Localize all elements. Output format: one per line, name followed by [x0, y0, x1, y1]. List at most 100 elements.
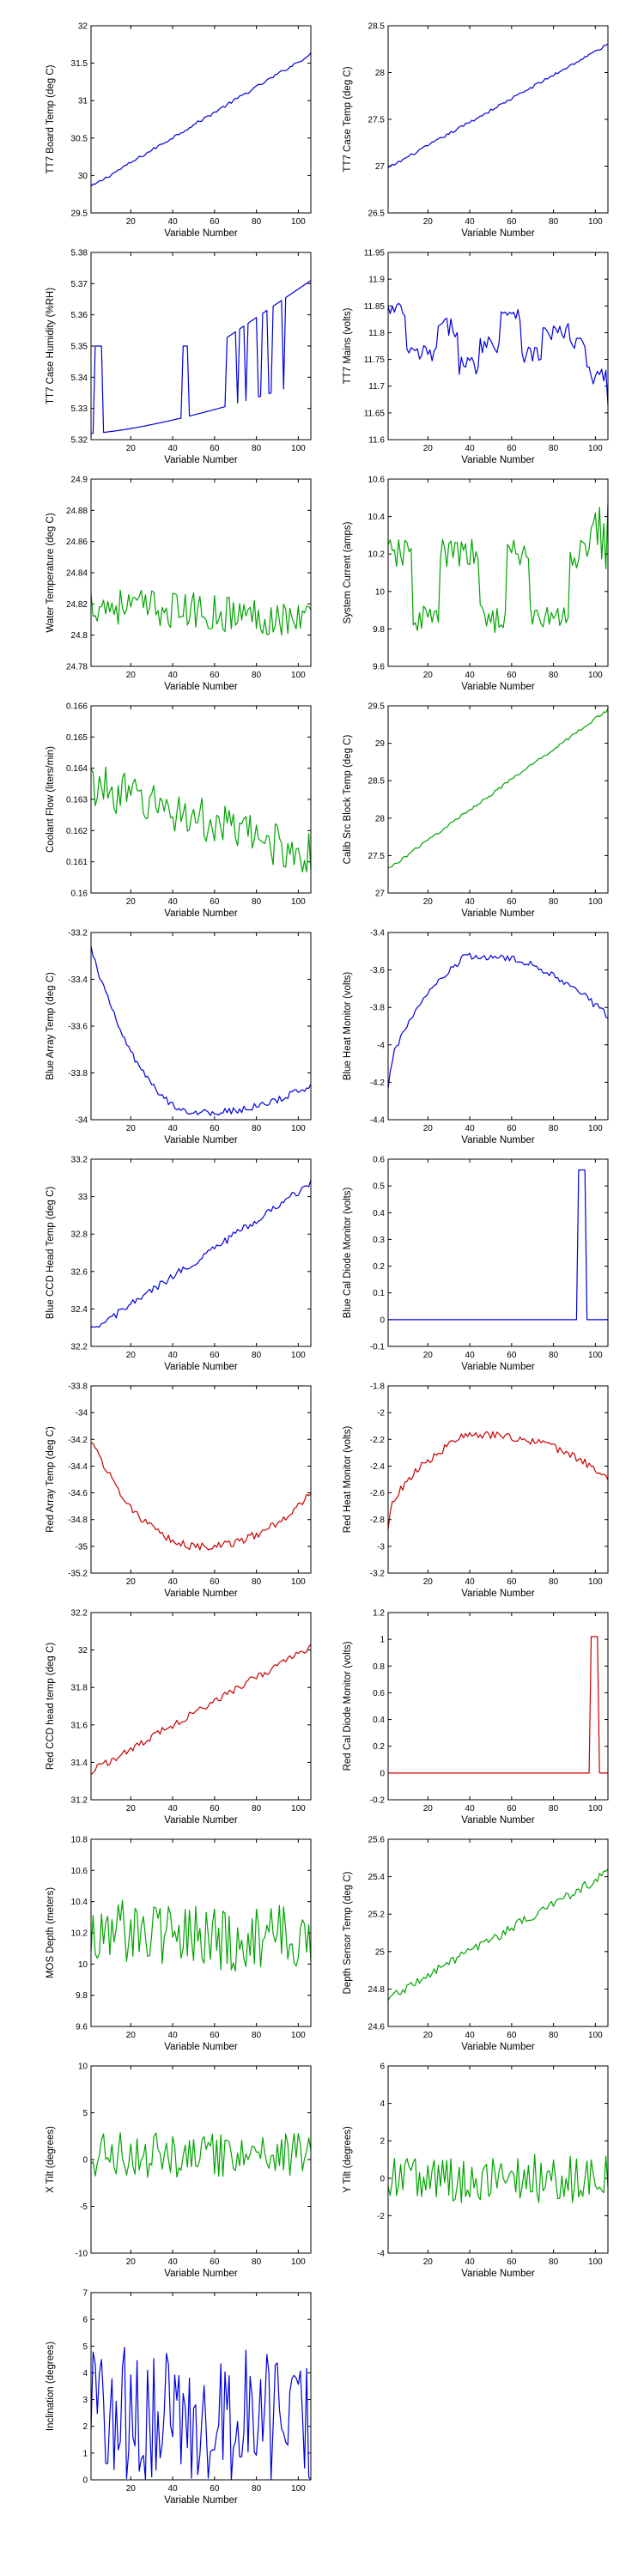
x-tick-label: 20 — [126, 2031, 137, 2040]
y-tilt-chart: -4 -2 0 2 4 6 20 40 60 80 100 Variable Number Y Tilt… — [343, 2063, 609, 2279]
y-tick-label: 11.95 — [364, 249, 386, 258]
x-tick-label: 40 — [168, 1124, 179, 1133]
y-tick-label: 0.163 — [66, 796, 88, 805]
x-tick-label: 100 — [291, 1577, 306, 1587]
tt7-case-humidity-chart: 5.32 5.33 5.34 5.35 5.36 5.37 5.38 20 40 60 80 100 V… — [46, 249, 312, 465]
axes-box — [90, 2065, 312, 2254]
x-axis-label: Variable Number — [164, 682, 238, 692]
y-tick-label: -4 — [377, 2250, 385, 2259]
x-tick-label: 80 — [549, 444, 559, 453]
x-tick-label: 60 — [507, 1804, 517, 1814]
x-tick-label: 100 — [588, 1351, 603, 1360]
x-tick-label: 100 — [588, 2257, 603, 2267]
x-tilt-series-line — [90, 2132, 312, 2178]
y-tick-label: 31.5 — [71, 59, 88, 69]
y-tick-label: 0.6 — [373, 1689, 385, 1698]
blue-ccd-head-temp-chart: 32.2 32.4 32.6 32.8 33 33.2 20 40 60 80 100 Variabl… — [46, 1156, 312, 1372]
axes-box — [387, 1838, 609, 2027]
blue-cal-diode-monitor-chart: -0.1 0 0.1 0.2 0.3 0.4 0.5 0.6 20 40 60 80 100 Variab… — [343, 1156, 609, 1372]
y-axis-label: Y Tilt (degrees) — [343, 2126, 353, 2193]
x-tick-label: 60 — [507, 1124, 517, 1133]
x-tick-label: 40 — [465, 671, 476, 680]
x-axis-label: Variable Number — [461, 1815, 535, 1826]
x-tick-label: 100 — [291, 1124, 306, 1133]
y-tick-label: 25.4 — [368, 1873, 386, 1882]
axes-box — [90, 25, 312, 214]
x-tick-label: 80 — [549, 897, 559, 907]
y-tick-label: 10 — [78, 2063, 88, 2072]
x-tick-label: 60 — [210, 897, 220, 907]
y-tick-label: 0.2 — [373, 1262, 385, 1272]
y-axis-label: Red CCD head temp (deg C) — [46, 1643, 56, 1770]
x-tick-label: 40 — [465, 2031, 476, 2040]
blue-array-temp-series-line — [90, 945, 312, 1116]
x-tick-label: 40 — [168, 444, 179, 453]
x-tick-label: 100 — [291, 217, 306, 227]
blue-cal-diode-monitor-series-line — [388, 1169, 608, 1321]
y-tick-label: 24.8 — [368, 1985, 386, 1995]
y-tick-label: 33 — [78, 1193, 88, 1202]
y-tick-label: -34 — [76, 1116, 88, 1126]
x-tick-label: 60 — [507, 444, 517, 453]
x-tick-label: 100 — [588, 1577, 603, 1587]
y-tick-label: 24.78 — [66, 663, 88, 672]
x-tick-label: 20 — [423, 1351, 434, 1360]
x-tick-label: 60 — [507, 1351, 517, 1360]
y-tick-label: 0.162 — [66, 827, 88, 836]
depth-sensor-temp-series-line — [387, 1868, 609, 2002]
x-tick-label: 40 — [168, 2257, 179, 2267]
red-ccd-head-temp-series-line — [90, 1643, 312, 1775]
x-tick-label: 100 — [588, 217, 603, 227]
y-tick-label: 32.8 — [71, 1230, 88, 1240]
calib-src-block-temp-chart: 27 27.5 28 28.5 29 29.5 20 40 60 80 100 Variable Nu… — [343, 702, 609, 919]
y-tick-label: 32.4 — [71, 1305, 88, 1315]
x-tick-label: 40 — [168, 2031, 179, 2040]
y-tick-label: 30 — [78, 172, 88, 181]
y-tick-label: -2 — [377, 2212, 385, 2221]
y-tick-label: 4 — [380, 2099, 385, 2109]
y-tick-label: 0.166 — [66, 702, 88, 712]
y-tick-label: -33.8 — [68, 1069, 88, 1078]
axes-box — [90, 705, 312, 894]
x-tick-label: 100 — [588, 444, 603, 453]
y-tick-label: 31.6 — [71, 1721, 88, 1730]
y-tick-label: 27 — [375, 890, 386, 899]
y-tick-label: 6 — [380, 2063, 385, 2072]
x-tick-label: 20 — [423, 1124, 434, 1133]
y-tick-label: -4 — [377, 1041, 385, 1050]
x-tick-label: 20 — [126, 897, 137, 907]
y-tick-label: -33.4 — [68, 975, 88, 985]
x-tick-label: 40 — [168, 671, 179, 680]
y-tick-label: 29.5 — [368, 702, 386, 712]
y-tick-label: 10 — [375, 587, 386, 597]
y-tick-label: -33.2 — [68, 929, 88, 939]
y-tick-label: -2.4 — [370, 1462, 386, 1472]
x-tick-label: 40 — [168, 217, 179, 227]
y-tick-label: -34.4 — [68, 1462, 88, 1472]
x-tick-label: 60 — [210, 1804, 220, 1814]
x-tick-label: 40 — [465, 217, 476, 227]
x-tick-label: 80 — [549, 1351, 559, 1360]
y-axis-label: X Tilt (degrees) — [46, 2126, 56, 2193]
y-tick-label: -0.1 — [370, 1343, 386, 1352]
x-axis-label: Variable Number — [164, 2269, 238, 2279]
y-tick-label: 0.3 — [373, 1236, 385, 1245]
x-axis-label: Variable Number — [164, 2042, 238, 2052]
x-axis-label: Variable Number — [164, 1362, 238, 1372]
y-tick-label: 32.2 — [71, 1343, 88, 1352]
red-array-temp-chart: -35.2 -35 -34.8 -34.6 -34.4 -34.2 -34 -33.8 20 40… — [46, 1382, 312, 1599]
x-tick-label: 40 — [465, 1351, 476, 1360]
x-tick-label: 100 — [291, 1804, 306, 1814]
x-tick-label: 20 — [126, 444, 137, 453]
y-tick-label: 24.84 — [66, 569, 88, 579]
y-tick-label: -3.6 — [370, 966, 386, 975]
blue-array-temp-chart: -34 -33.8 -33.6 -33.4 -33.2 20 40 60 80 100 Variab… — [46, 929, 312, 1145]
y-axis-label: Water Temperature (deg C) — [46, 513, 56, 633]
axes-box — [90, 2292, 312, 2481]
axes-box — [387, 2065, 609, 2254]
x-tick-label: 80 — [549, 217, 559, 227]
y-tick-label: 10.4 — [368, 513, 386, 522]
x-tick-label: 80 — [252, 1351, 262, 1360]
y-tick-label: -2 — [377, 1409, 385, 1419]
x-tick-label: 80 — [252, 671, 262, 680]
